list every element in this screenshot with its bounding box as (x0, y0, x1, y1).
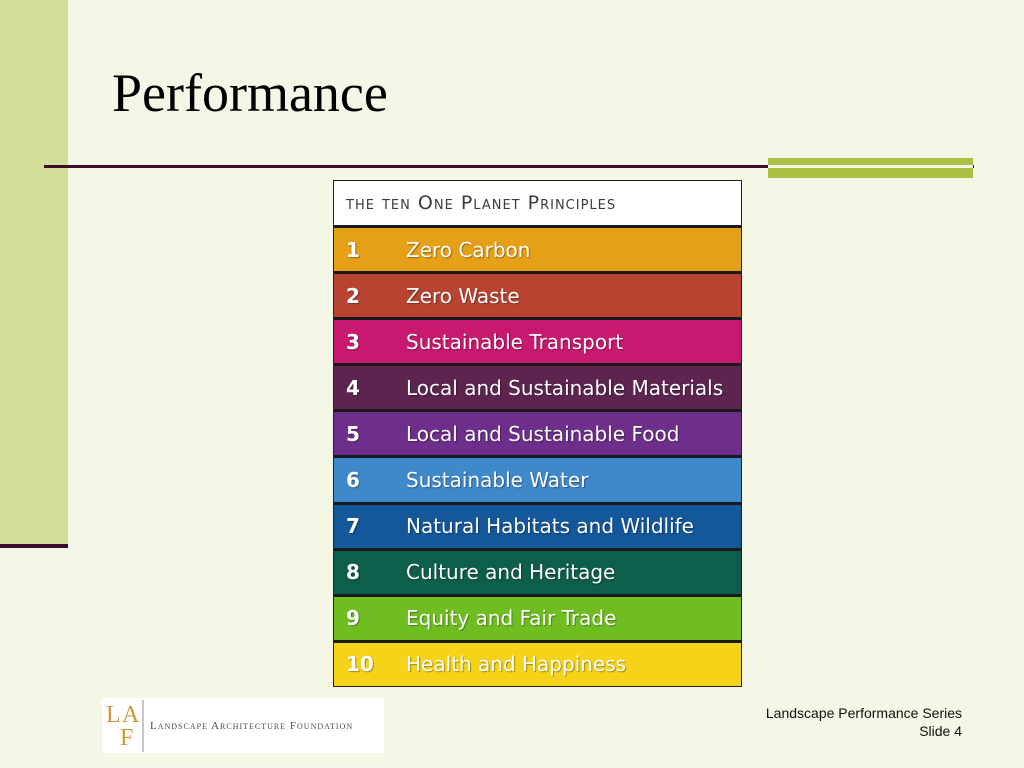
principle-label: Local and Sustainable Materials (406, 375, 724, 400)
slide-footer: Landscape Performance Series Slide 4 (766, 705, 962, 740)
principle-label: Culture and Heritage (406, 560, 616, 585)
principle-row: 8 Culture and Heritage (334, 547, 741, 594)
left-band-rule (0, 544, 68, 548)
principle-label: Zero Carbon (406, 237, 531, 262)
principle-label: Natural Habitats and Wildlife (406, 514, 694, 539)
principle-number: 5 (346, 421, 360, 446)
principle-row: 3 Sustainable Transport (334, 317, 741, 364)
principle-number: 2 (346, 283, 360, 308)
logo-mark-letter-a: A (122, 701, 140, 728)
principle-row: 4 Local and Sustainable Materials (334, 363, 741, 410)
laf-logo-mark: L A F (102, 699, 144, 752)
principle-number: 3 (346, 329, 360, 354)
title-divider (44, 165, 974, 168)
principle-row: 1 Zero Carbon (334, 225, 741, 272)
principle-label: Zero Waste (406, 283, 520, 308)
principle-number: 8 (346, 560, 360, 585)
title-accent-bar (768, 158, 973, 178)
logo-mark-letter-f: F (120, 724, 134, 751)
principle-row: 6 Sustainable Water (334, 455, 741, 502)
principles-heading: the ten One Planet Principles (334, 181, 741, 225)
principle-label: Local and Sustainable Food (406, 421, 680, 446)
principle-label: Equity and Fair Trade (406, 606, 617, 631)
principle-number: 10 (346, 652, 374, 677)
slide-title: Performance (112, 63, 388, 123)
principle-label: Sustainable Transport (406, 329, 624, 354)
principle-number: 4 (346, 375, 360, 400)
series-name: Landscape Performance Series (765, 705, 962, 721)
principle-row: 10 Health and Happiness (334, 639, 741, 686)
principle-label: Sustainable Water (406, 468, 589, 493)
principle-number: 9 (346, 606, 360, 631)
left-decorative-band (0, 0, 68, 545)
principle-row: 2 Zero Waste (334, 271, 741, 318)
principle-row: 9 Equity and Fair Trade (334, 593, 741, 640)
principles-table: the ten One Planet Principles 1 Zero Carb… (333, 180, 742, 687)
principle-number: 6 (346, 468, 360, 493)
laf-logo: L A F Landscape Architecture Foundation (102, 698, 384, 753)
logo-wordmark: Landscape Architecture Foundation (150, 719, 354, 732)
principle-row: 7 Natural Habitats and Wildlife (334, 501, 741, 548)
principle-number: 7 (346, 514, 360, 539)
principle-number: 1 (346, 237, 360, 262)
principle-row: 5 Local and Sustainable Food (334, 409, 741, 456)
logo-mark-letter-l: L (106, 701, 121, 728)
slide-number: Slide 4 (919, 722, 962, 739)
principle-label: Health and Happiness (406, 652, 627, 677)
